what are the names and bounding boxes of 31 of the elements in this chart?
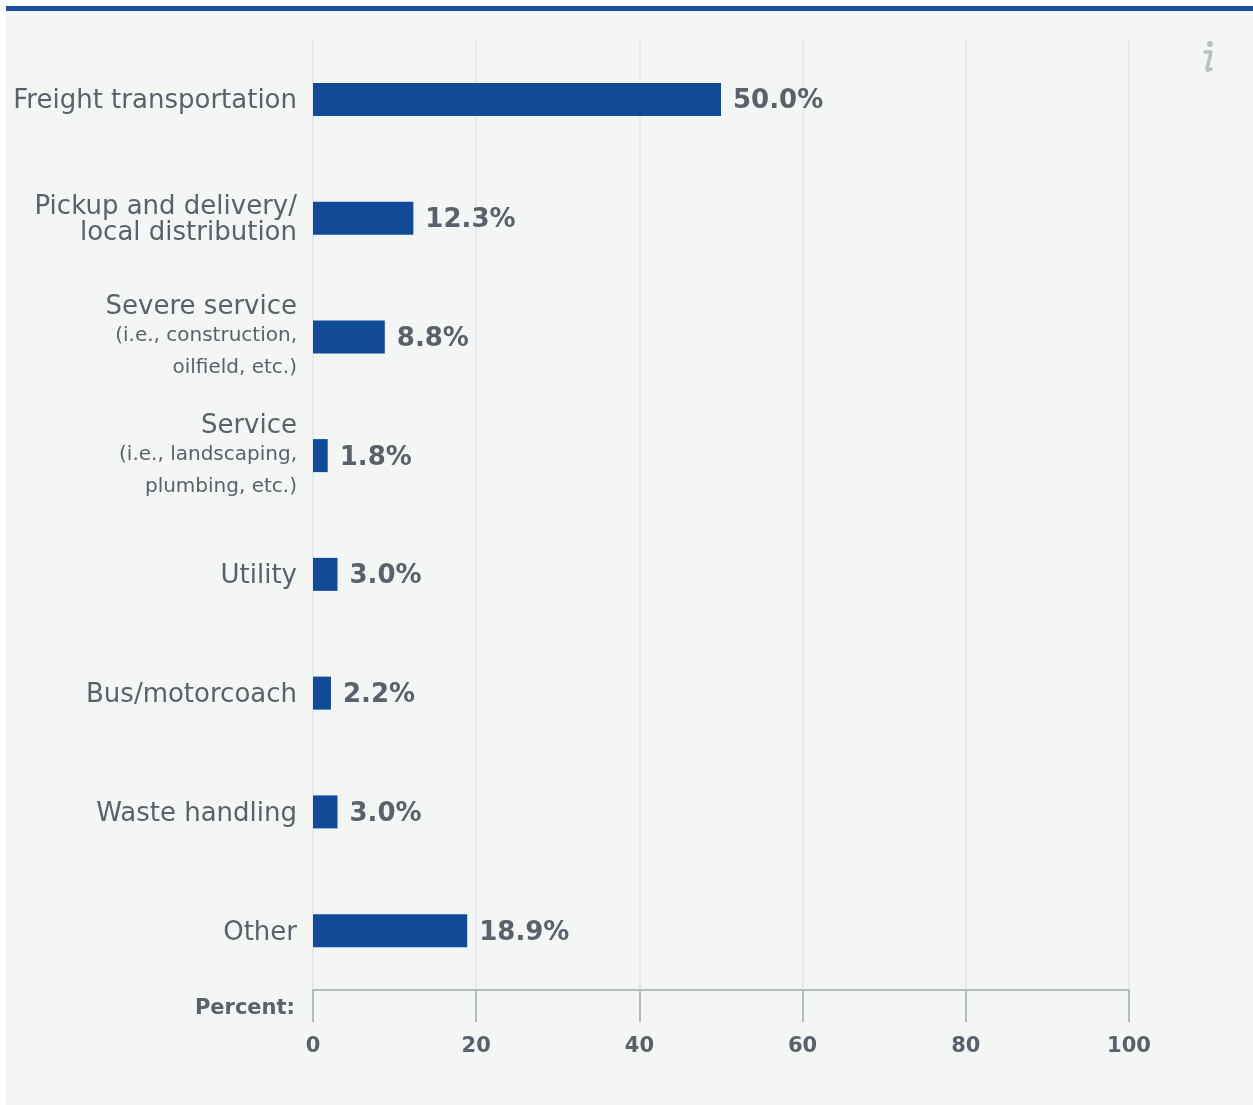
- y-tick-label: Utility: [220, 559, 297, 590]
- x-tick-label: 80: [951, 1032, 981, 1057]
- y-tick-label: Freight transportation: [13, 84, 297, 115]
- data-label: 3.0%: [349, 796, 422, 827]
- y-tick-label: Pickup and delivery/ local distribution: [34, 190, 298, 247]
- x-tick-label: 0: [305, 1032, 321, 1057]
- data-label: 50.0%: [733, 84, 824, 115]
- data-label: 18.9%: [479, 915, 570, 946]
- bar: [313, 320, 385, 354]
- data-label: 1.8%: [339, 440, 412, 471]
- y-tick-label: Service (i.e., landscaping, plumbing, etc.): [119, 408, 297, 497]
- y-tick-label: Waste handling: [96, 796, 297, 827]
- bar: [313, 914, 468, 948]
- bar: [313, 795, 338, 829]
- y-tick-label: Other: [223, 915, 298, 946]
- bar: [313, 201, 414, 235]
- x-tick-label: 40: [624, 1032, 655, 1057]
- x-tick-label: 20: [461, 1032, 491, 1057]
- x-tick-label: 100: [1107, 1032, 1151, 1057]
- bar: [313, 676, 331, 710]
- y-tick-label: Severe service (i.e., construction, oilfield, etc.): [105, 289, 297, 378]
- data-label: 3.0%: [349, 559, 422, 590]
- data-label: 12.3%: [425, 203, 516, 234]
- data-label: 8.8%: [396, 321, 469, 352]
- bar: [313, 82, 721, 116]
- bar: [313, 439, 328, 473]
- data-label: 2.2%: [342, 678, 416, 709]
- x-tick-label: 60: [787, 1032, 818, 1057]
- bar: [313, 557, 338, 591]
- y-tick-label: Bus/motorcoach: [86, 678, 297, 709]
- x-axis-title: Percent:: [194, 994, 295, 1019]
